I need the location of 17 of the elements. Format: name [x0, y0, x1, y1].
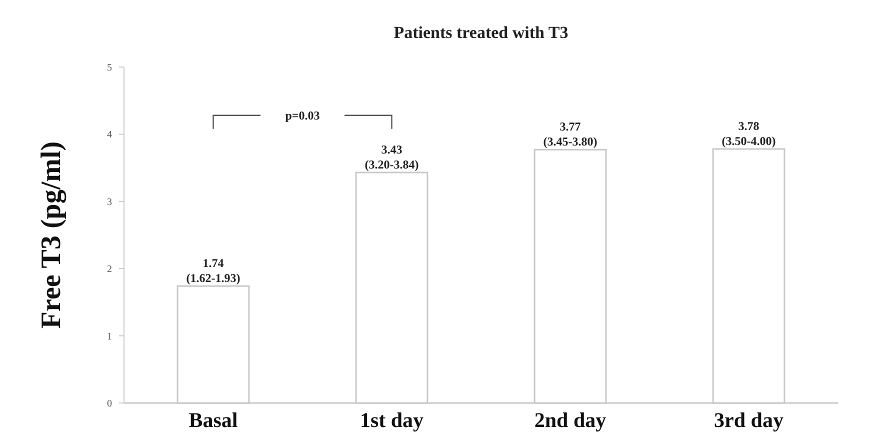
- data-label: 3.78 (3.50-4.00): [722, 118, 776, 148]
- y-tick-label: 1: [107, 331, 112, 342]
- x-tick-label: 3rd day: [714, 408, 784, 432]
- y-tick-label: 5: [107, 62, 112, 74]
- y-tick-label: 3: [107, 196, 112, 208]
- y-tick-label: 2: [107, 264, 112, 276]
- y-tick-label: 0: [107, 398, 112, 410]
- x-tick-label: 1st day: [360, 408, 424, 432]
- annotation: p=0.03: [285, 108, 320, 123]
- data-label: 1.74 (1.62-1.93): [186, 256, 240, 286]
- x-tick-label: Basal: [188, 408, 238, 432]
- data-label: 3.43 (3.20-3.84): [364, 142, 419, 172]
- data-label: 3.77 (3.45-3.80): [543, 120, 598, 149]
- chart-title: Patients treated with T3: [394, 23, 568, 42]
- y-tick-label: 4: [107, 130, 112, 141]
- y-axis-title: Free T3 (pg/ml): [36, 141, 67, 329]
- x-tick-label: 2nd day: [534, 408, 607, 432]
